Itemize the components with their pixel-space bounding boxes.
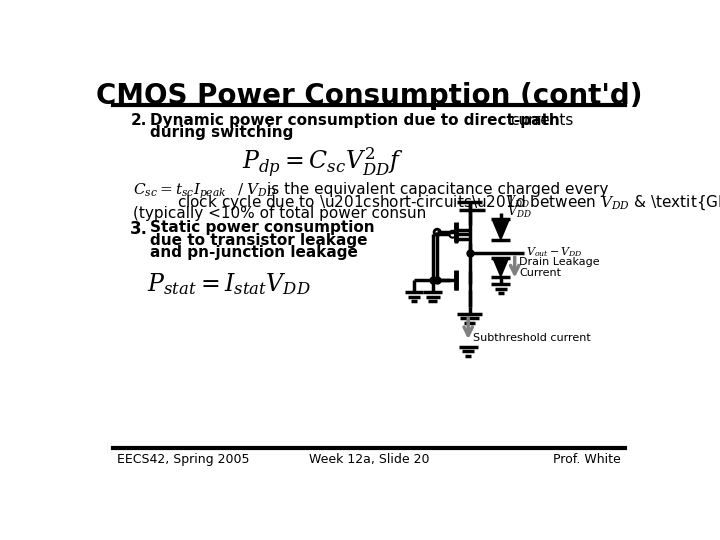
Text: Prof. White: Prof. White [553, 453, 621, 466]
Text: is the equivalent capacitance charged every: is the equivalent capacitance charged ev… [266, 182, 608, 197]
Text: and pn-junction leakage: and pn-junction leakage [150, 245, 359, 260]
Text: 3.: 3. [130, 220, 148, 238]
Text: EECS42, Spring 2005: EECS42, Spring 2005 [117, 453, 250, 466]
Text: $P_{dp} = C_{sc}V_{DD}^{2}f$: $P_{dp} = C_{sc}V_{DD}^{2}f$ [242, 146, 403, 180]
Text: currents: currents [510, 112, 573, 127]
Text: due to transistor leakage: due to transistor leakage [150, 233, 368, 248]
Text: $P_{stat} = I_{stat}V_{DD}$: $P_{stat} = I_{stat}V_{DD}$ [148, 271, 312, 297]
Text: Subthreshold current: Subthreshold current [473, 333, 590, 343]
Text: $C_{sc} = t_{sc}I_{peak}$: $C_{sc} = t_{sc}I_{peak}$ [132, 182, 226, 201]
Text: $V_{out} - V_{DD}$: $V_{out} - V_{DD}$ [526, 245, 582, 259]
Text: CMOS Power Consumption (cont'd): CMOS Power Consumption (cont'd) [96, 82, 642, 110]
Polygon shape [493, 221, 508, 240]
Text: $/ \ V_{DD}$: $/ \ V_{DD}$ [238, 182, 277, 199]
Text: Drain Leakage
Current: Drain Leakage Current [519, 256, 600, 278]
Text: $V_{DD}$: $V_{DD}$ [507, 204, 532, 219]
Text: during switching: during switching [150, 125, 294, 140]
Text: Static power consumption: Static power consumption [150, 220, 375, 235]
Text: (typically <10% of total power consun: (typically <10% of total power consun [132, 206, 426, 221]
Text: clock cycle due to \u201cshort-circuits\u201d between $V_{DD}$ & \textit{GND}: clock cycle due to \u201cshort-circuits\… [177, 193, 720, 212]
Text: $V_{DD}$: $V_{DD}$ [505, 193, 529, 210]
Text: 2.: 2. [130, 112, 147, 127]
Text: Dynamic power consumption due to direct-path: Dynamic power consumption due to direct-… [150, 112, 560, 127]
Text: Week 12a, Slide 20: Week 12a, Slide 20 [309, 453, 429, 466]
Polygon shape [493, 258, 508, 276]
